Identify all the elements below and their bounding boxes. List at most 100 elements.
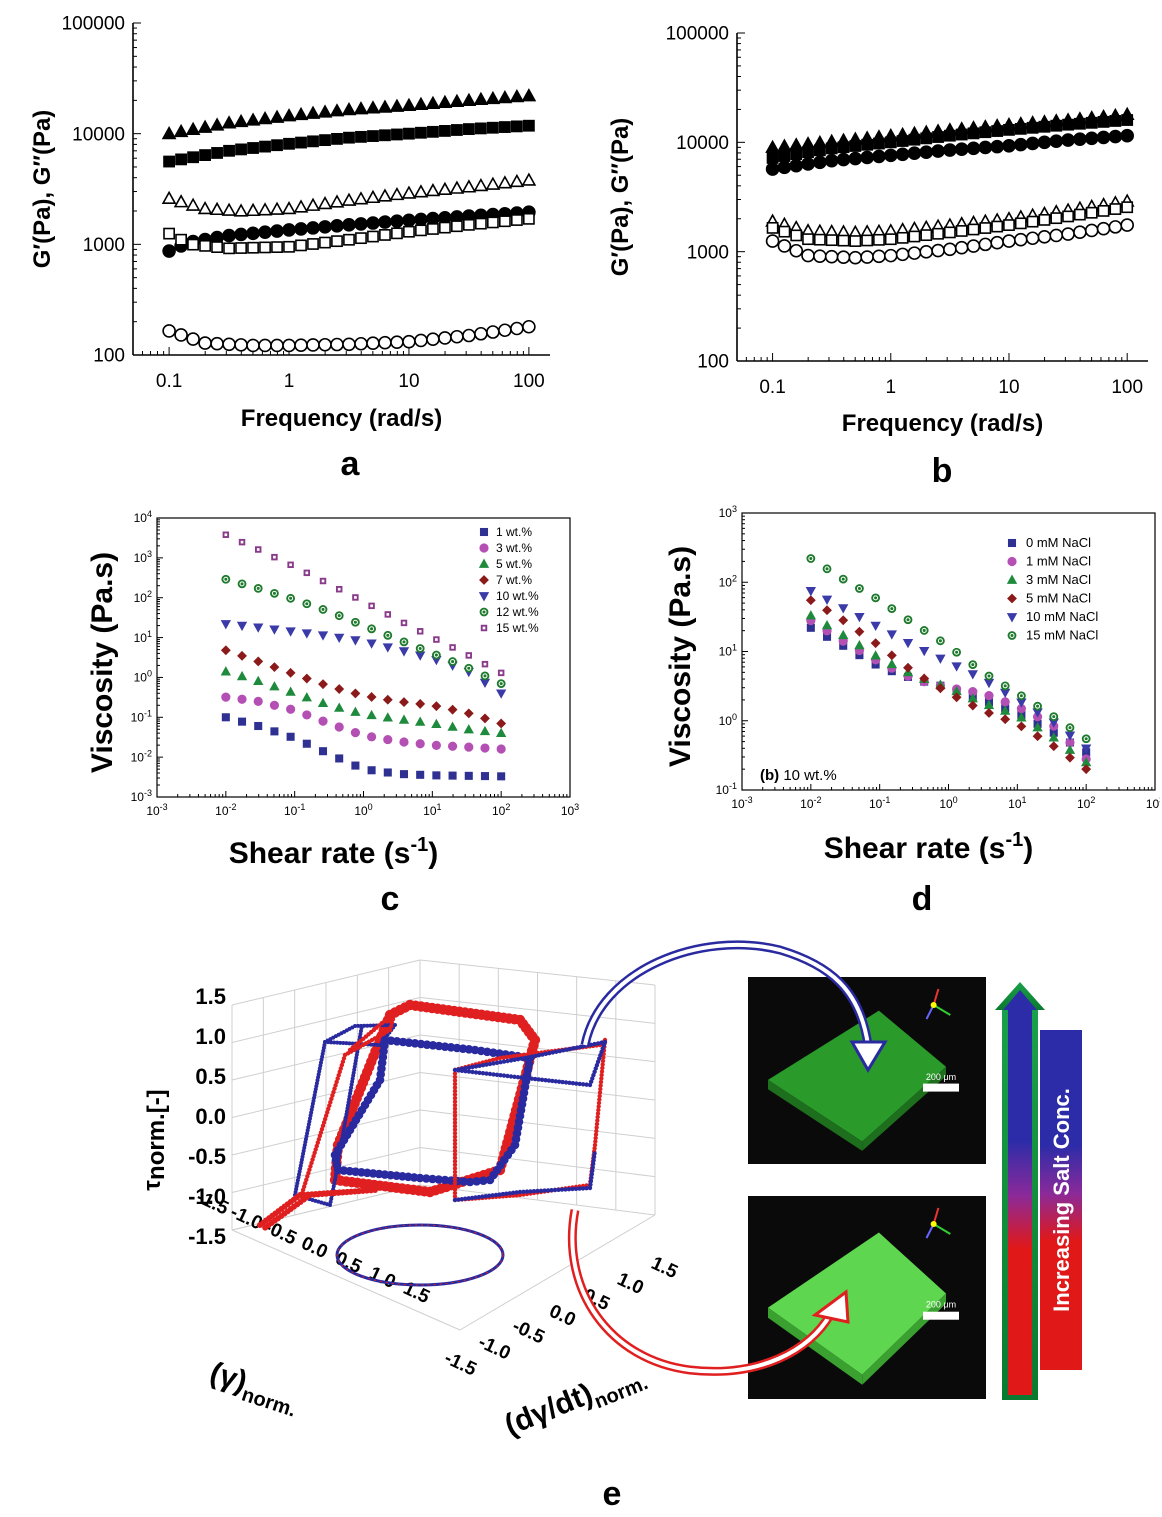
data-point [884, 136, 897, 149]
data-point [570, 1186, 575, 1192]
data-point [285, 627, 296, 637]
data-point [322, 1116, 328, 1122]
data-point [301, 673, 312, 684]
data-point [346, 1100, 351, 1105]
data-point [285, 667, 296, 678]
data-point [480, 1063, 486, 1068]
data-point [584, 1186, 589, 1191]
data-point [399, 770, 409, 779]
data-point [955, 225, 968, 237]
data-point [824, 249, 839, 264]
data-point [1085, 116, 1098, 129]
data-point [421, 1174, 431, 1183]
data-point [524, 1189, 530, 1194]
data-point [459, 1177, 469, 1186]
data-point [919, 245, 934, 259]
data-point [315, 1140, 320, 1145]
data-point [343, 1118, 348, 1123]
data-point [353, 191, 369, 205]
data-point [305, 1174, 310, 1179]
data-point [590, 1076, 595, 1081]
data-point [393, 1023, 397, 1027]
data-point [479, 725, 491, 736]
data-point [452, 1152, 458, 1157]
data-point [966, 141, 981, 156]
data-point [487, 1071, 493, 1077]
data-point [563, 1080, 569, 1085]
data-point [487, 1061, 493, 1067]
data-point [344, 1112, 349, 1117]
data-point [1048, 741, 1059, 752]
data-point [510, 321, 524, 336]
data-point [379, 129, 391, 142]
panel-label-c: c [381, 880, 400, 915]
data-point [349, 1085, 354, 1090]
data-point [902, 638, 914, 649]
data-point [341, 1041, 346, 1045]
data-point [546, 1078, 552, 1083]
data-point [574, 1081, 579, 1086]
data-point [486, 325, 500, 339]
data-point [954, 142, 969, 156]
data-point [824, 153, 839, 168]
x-tick-label: 10-3 [731, 795, 752, 811]
data-point [596, 1107, 601, 1113]
data-point [896, 231, 909, 244]
data-point [247, 241, 259, 254]
data-point [332, 1086, 337, 1091]
data-point [286, 732, 295, 741]
data-point [452, 1127, 458, 1132]
data-point [377, 99, 393, 113]
panel-label-e: e [603, 1475, 622, 1513]
y-tick-label: -1.0 [475, 1332, 514, 1365]
data-point [813, 144, 826, 157]
data-point [414, 333, 428, 348]
y-axis-title: G′(Pa), G″(Pa) [607, 118, 634, 277]
data-point [388, 1024, 394, 1029]
legend-label: 15 mM NaCl [1026, 628, 1098, 643]
legend-label: 3 wt.% [496, 541, 532, 555]
data-point [805, 595, 816, 606]
data-point [318, 1130, 324, 1135]
data-point [595, 1059, 601, 1065]
y-axis-title: Viscosity (Pa.s) [664, 546, 697, 767]
legend-label: 1 mM NaCl [1026, 554, 1091, 569]
data-point [1003, 123, 1015, 136]
data-point [838, 604, 849, 614]
data-point [907, 146, 922, 161]
data-point [1026, 215, 1039, 228]
data-point [1003, 219, 1015, 231]
data-point [505, 1058, 510, 1064]
data-point [211, 241, 223, 254]
data-point [539, 1077, 545, 1083]
data-point [437, 181, 453, 196]
series-6 [806, 554, 1091, 744]
y-tick-label: 1000 [83, 235, 125, 256]
data-point [510, 1190, 516, 1196]
data-point [426, 211, 440, 226]
data-point [1073, 132, 1087, 146]
data-point [943, 242, 957, 257]
x-tick-label: 1 [284, 371, 295, 392]
data-point [474, 326, 488, 341]
data-point [515, 1057, 521, 1062]
data-point [459, 1196, 465, 1202]
data-point [337, 1151, 342, 1156]
data-point [391, 227, 403, 240]
data-point [354, 1055, 359, 1060]
data-point [580, 1186, 586, 1191]
data-point [222, 337, 236, 352]
data-point [339, 1142, 344, 1147]
data-point [452, 1088, 458, 1094]
data-point [174, 328, 188, 342]
data-point [870, 638, 881, 649]
legend-label: 0 mM NaCl [1026, 535, 1091, 550]
data-point [464, 742, 474, 752]
data-point [536, 1077, 541, 1082]
data-point [348, 1088, 353, 1093]
micrograph-high-salt: 200 μm [748, 977, 986, 1164]
series-2 [163, 119, 535, 168]
data-point [1032, 731, 1043, 742]
data-point [302, 710, 312, 720]
data-point [452, 1085, 458, 1090]
